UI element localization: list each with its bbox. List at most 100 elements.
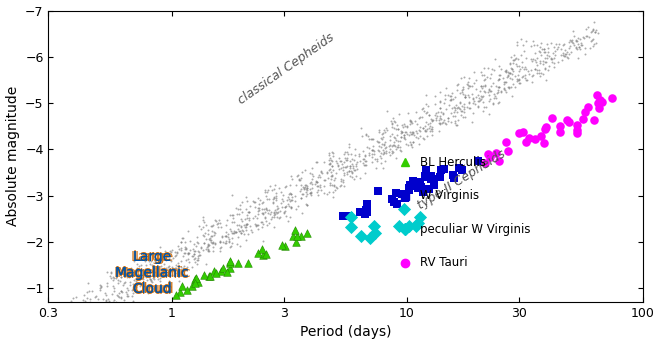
Point (510, 84, 520, 89)
Point (580, 45, 591, 51)
Point (285, 191, 296, 196)
Point (190, 280, 201, 286)
Point (225, 259, 236, 265)
Point (488, 67, 499, 72)
Point (205, 238, 215, 243)
Point (277, 243, 287, 248)
Point (240, 194, 251, 200)
Point (208, 240, 218, 245)
Point (506, 85, 516, 90)
Point (593, 105, 604, 111)
Point (459, 94, 470, 100)
Point (585, 46, 595, 51)
Point (362, 209, 372, 215)
Point (521, 55, 531, 60)
Point (409, 132, 420, 138)
Point (228, 215, 238, 220)
Point (82, 280, 93, 286)
Point (344, 168, 354, 174)
Point (568, 41, 579, 46)
Point (130, 282, 141, 287)
Point (315, 168, 326, 174)
Point (494, 158, 504, 164)
Point (141, 274, 152, 280)
Point (157, 267, 168, 272)
Point (527, 72, 538, 78)
Point (387, 149, 398, 154)
Point (395, 144, 405, 150)
Point (235, 202, 246, 208)
Point (108, 277, 118, 283)
Point (521, 77, 531, 82)
Point (199, 240, 209, 246)
Point (345, 164, 355, 169)
Point (380, 150, 391, 156)
Point (257, 219, 267, 225)
Point (458, 85, 469, 90)
Point (581, 34, 592, 39)
Point (374, 144, 384, 149)
Point (379, 139, 390, 145)
Point (407, 129, 417, 135)
Point (452, 82, 463, 88)
Point (362, 201, 372, 207)
Point (54, 322, 65, 327)
Point (279, 243, 290, 248)
Point (181, 245, 191, 250)
Point (329, 188, 340, 193)
Point (158, 268, 168, 273)
Point (558, 50, 569, 55)
Point (270, 208, 280, 213)
Point (512, 42, 523, 48)
Point (271, 190, 281, 195)
Point (261, 194, 271, 199)
Point (418, 135, 428, 140)
Point (127, 268, 137, 274)
Point (153, 259, 164, 265)
Point (173, 266, 183, 271)
Point (193, 248, 203, 254)
Point (407, 139, 418, 145)
Point (237, 209, 248, 215)
Point (444, 93, 455, 99)
Point (420, 173, 430, 179)
Point (573, 42, 583, 47)
Point (371, 166, 381, 171)
Point (499, 86, 510, 91)
Point (508, 81, 518, 87)
Point (399, 132, 410, 138)
Point (312, 189, 322, 195)
Point (393, 126, 403, 132)
Point (106, 302, 117, 307)
Point (308, 173, 318, 178)
Point (209, 268, 220, 274)
Point (346, 161, 357, 166)
Point (253, 250, 263, 256)
Point (271, 210, 282, 215)
Point (430, 101, 441, 107)
Point (406, 142, 416, 147)
Point (469, 80, 480, 86)
Point (300, 193, 311, 198)
Point (589, 117, 599, 123)
Point (263, 210, 273, 216)
Point (57, 321, 68, 327)
Text: type II Cepheids: type II Cepheids (415, 147, 508, 212)
Point (125, 305, 135, 310)
Point (280, 213, 291, 218)
Point (333, 162, 343, 167)
Point (290, 227, 300, 233)
Point (127, 286, 138, 291)
Point (478, 108, 488, 114)
Point (567, 39, 578, 44)
Point (572, 122, 582, 128)
Point (422, 133, 433, 139)
Point (376, 135, 386, 140)
Point (253, 226, 263, 231)
Point (129, 283, 140, 289)
Point (491, 95, 502, 101)
Point (508, 60, 518, 65)
Point (502, 149, 513, 154)
Point (119, 280, 130, 286)
Point (104, 274, 115, 279)
